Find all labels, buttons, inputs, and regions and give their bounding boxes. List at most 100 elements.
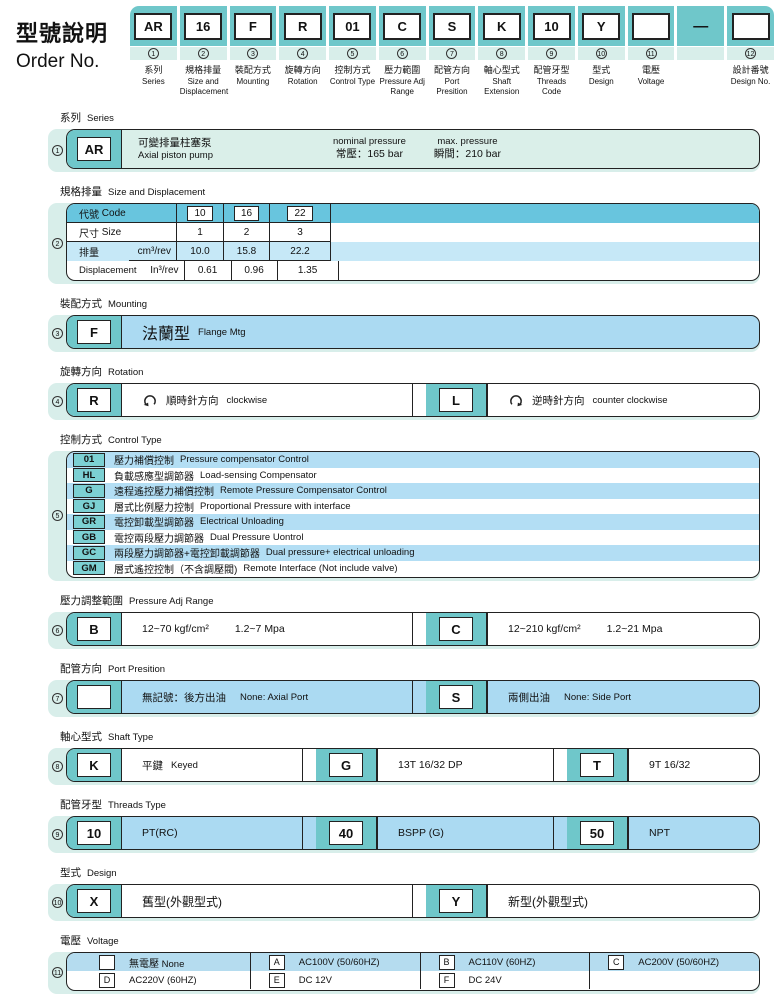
circled-number: 2 [197,48,209,59]
section-heading-en: Shaft Type [108,732,154,743]
section-band: 7 無記號：後方出油 None: Axial Port S 兩側出油 None: S… [48,680,760,717]
column-label-en: Port Presition [436,77,468,96]
control-row: G 遠程遙控壓力補償控制 Remote Pressure Compensator C… [67,483,759,499]
circled-number: 9 [52,828,63,840]
code-cell: Y [577,6,625,46]
voltage-cell: A AC100V (50/60HZ) [249,953,420,971]
voltage-cell: F DC 24V [419,971,590,989]
code-cell: G [316,749,377,781]
code-box: G [329,753,363,777]
control-en: Load-sensing Compensator [200,469,317,481]
voltage-en: AC110V (60HZ) [468,956,536,968]
divider [412,885,426,917]
divider [553,749,567,781]
circled-number: 1 [52,144,63,156]
model-code-diagram: AR 1 系列 Series 16 2 規格排量 Size and Displace… [130,6,774,96]
code-box: AR [134,12,173,40]
code-box: F [233,12,272,40]
section-heading-zh: 裝配方式 [60,298,102,310]
control-code-box: G [73,483,105,498]
row-label-zh: 尺寸 [79,228,99,240]
control-code-box: GJ [73,499,105,514]
code-column-design: Y 10 型式 Design [577,6,625,96]
circled-number: 10 [52,896,63,908]
voltage-en: DC 12V [298,974,333,986]
thread-en: NPT [649,827,670,839]
circled-number: 1 [147,48,159,59]
nominal-pressure: nominal pressure 常壓：165 bar [333,136,406,162]
code-column-design-no: 12 設計番號 Design No. [727,6,774,96]
section-heading-en: Port Presition [108,664,166,675]
code-cell: C [378,6,426,46]
table-cell: 22.2 [269,242,331,261]
code-box: T [580,753,614,777]
column-label-zh: 配管方向 [433,65,470,75]
section-pressure-range: 壓力調整範圍 Pressure Adj Range 6 B 12~70 kgf/c… [48,591,760,649]
number-strip: 9 [528,47,575,60]
shaft-en: 13T 16/32 DP [398,759,463,771]
voltage-cell: E DC 12V [249,971,420,989]
code-column-mounting: F 3 裝配方式 Mounting [229,6,277,96]
circled-number: 10 [595,48,607,59]
table-cell: 10.0 [176,242,223,261]
circled-number: 8 [52,760,63,772]
circled-number: 6 [396,48,408,59]
section-heading-en: Series [87,113,114,124]
control-code-box: GR [73,514,105,529]
code-box: K [482,12,521,40]
control-code-box: GB [73,530,105,545]
code-cell: S [426,681,487,713]
circled-number: 5 [52,509,63,521]
code-column-size: 16 2 規格排量 Size and Displacement [179,6,229,96]
circled-number: 5 [346,48,358,59]
row-label-en: Size [101,226,122,238]
section-design: 型式 Design 10 X 舊型(外觀型式) Y 新型(外觀型式) [48,863,760,921]
control-zh: 負載感應型調節器 [114,471,194,483]
section-heading-en: Size and Displacement [108,187,206,198]
voltage-en: AC220V (60HZ) [129,974,197,986]
code-cell: 50 [567,817,628,849]
page-title-zh: 型號說明 [16,21,109,46]
column-label-en: Pressure Adj Range [379,77,425,96]
code-cell: R [67,384,122,416]
code-cell: T [567,749,628,781]
column-label-en: Size and Displacement [179,77,229,96]
shaft-zh: 平鍵 [142,759,163,772]
page-title-en: Order No. [16,51,100,72]
control-en: Remote Pressure Compensator Control [220,485,387,497]
code-cell: K [67,749,122,781]
rotation-en: counter clockwise [592,394,668,406]
section-band: 2 代號 Code 10 16 22 尺寸 Size 1 2 3 [48,203,760,284]
control-zh: 兩段壓力調節器+電控卸載調節器 [114,549,260,561]
code-cell: AR [130,6,177,46]
thread-en: BSPP (G) [398,827,444,839]
voltage-row: D AC220V (60HZ) E DC 12V F DC 24V [67,971,759,989]
size-code-box: 10 [187,205,213,221]
code-box-empty [632,12,671,40]
section-band: 6 B 12~70 kgf/cm² 1.2~7 Mpa C 12~210 kgf/… [48,612,760,649]
voltage-code-box: C [608,954,625,970]
voltage-cell: D AC220V (60HZ) [67,971,250,989]
column-label-zh: 電壓 [642,65,661,75]
section-heading-en: Voltage [87,936,119,947]
table-cell: 0.96 [230,261,277,280]
column-label-en: Design No. [730,77,771,87]
divider [412,384,426,416]
section-shaft-type: 軸心型式 Shaft Type 8 K 平鍵 Keyed G 13T 16/32 D… [48,727,760,785]
number-strip: 2 [179,47,227,60]
design-zh: 新型(外觀型式) [508,894,588,909]
code-cell: C [426,613,487,645]
section-heading-zh: 電壓 [60,935,81,947]
code-column-shaft: K 8 軸心型式 Shaft Extension [478,6,526,96]
section-heading-en: Design [87,868,117,879]
control-zh: 電控兩段壓力調節器 [114,533,204,545]
number-strip: 8 [478,47,526,60]
voltage-code-box: D [99,972,115,988]
code-box: K [77,753,111,777]
column-label-en: Series [142,77,165,87]
code-column-dash: — [677,6,725,96]
column-label-zh: 軸心型式 [483,65,520,75]
column-label-en: Design [588,77,614,87]
column-label-zh: 規格排量 [185,65,222,75]
voltage-en: None [161,958,185,970]
